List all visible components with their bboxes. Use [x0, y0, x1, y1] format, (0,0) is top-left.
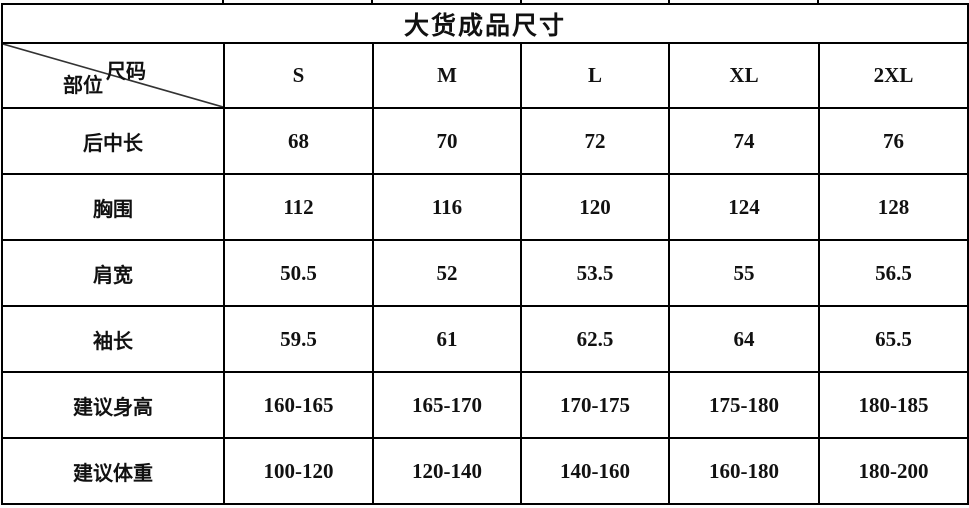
- table-row-suggested-height: 建议身高 160-165 165-170 170-175 175-180 180…: [1, 371, 969, 439]
- cell-value: 170-175: [520, 371, 670, 439]
- cell-value: 100-120: [223, 437, 374, 505]
- grid-tick: [222, 0, 224, 4]
- cell-value: 116: [372, 173, 522, 241]
- cell-value: 112: [223, 173, 374, 241]
- cell-value: 72: [520, 107, 670, 175]
- column-header-m: M: [372, 42, 522, 109]
- cell-value: 70: [372, 107, 522, 175]
- column-header-s: S: [223, 42, 374, 109]
- row-label: 建议体重: [1, 437, 225, 505]
- cell-value: 64: [668, 305, 820, 373]
- cell-value: 59.5: [223, 305, 374, 373]
- page-title: 大货成品尺寸: [0, 3, 969, 44]
- cell-value: 55: [668, 239, 820, 307]
- cell-value: 120: [520, 173, 670, 241]
- table-row-shoulder: 肩宽 50.5 52 53.5 55 56.5: [1, 239, 969, 307]
- cell-value: 65.5: [817, 305, 969, 373]
- cell-value: 128: [817, 173, 969, 241]
- cell-value: 160-165: [223, 371, 374, 439]
- column-header-xl: XL: [668, 42, 820, 109]
- title-row: 大货成品尺寸: [0, 3, 969, 44]
- cell-value: 76: [817, 107, 969, 175]
- corner-part-label: 部位: [63, 75, 103, 97]
- cell-value: 68: [223, 107, 374, 175]
- grid-tick: [371, 0, 373, 4]
- column-header-2xl: 2XL: [817, 42, 969, 109]
- column-header-l: L: [520, 42, 670, 109]
- table-row-suggested-weight: 建议体重 100-120 120-140 140-160 160-180 180…: [1, 437, 969, 505]
- cell-value: 61: [372, 305, 522, 373]
- cell-value: 180-185: [817, 371, 969, 439]
- table-row-sleeve: 袖长 59.5 61 62.5 64 65.5: [1, 305, 969, 373]
- corner-header-cell: 尺码 部位: [1, 42, 225, 109]
- clipped-row-artifact: [0, 0, 969, 4]
- cell-value: 175-180: [668, 371, 820, 439]
- cell-value: 56.5: [817, 239, 969, 307]
- grid-tick: [520, 0, 522, 4]
- row-label: 袖长: [1, 305, 225, 373]
- row-label: 建议身高: [1, 371, 225, 439]
- cell-value: 74: [668, 107, 820, 175]
- grid-tick: [817, 0, 819, 4]
- cell-value: 124: [668, 173, 820, 241]
- cell-value: 165-170: [372, 371, 522, 439]
- table-row-back-length: 后中长 68 70 72 74 76: [1, 107, 969, 175]
- cell-value: 50.5: [223, 239, 374, 307]
- header-row: 尺码 部位 S M L XL 2XL: [1, 42, 969, 109]
- grid-tick: [668, 0, 670, 4]
- cell-value: 62.5: [520, 305, 670, 373]
- cell-value: 53.5: [520, 239, 670, 307]
- diagonal-divider-line: [3, 44, 223, 107]
- cell-value: 120-140: [372, 437, 522, 505]
- row-label: 胸围: [1, 173, 225, 241]
- cell-value: 180-200: [817, 437, 969, 505]
- cell-value: 160-180: [668, 437, 820, 505]
- size-table: 大货成品尺寸 尺码 部位 S M L XL 2XL 后中长 68 70 72 7…: [0, 3, 969, 505]
- cell-value: 52: [372, 239, 522, 307]
- corner-size-label: 尺码: [106, 61, 146, 83]
- row-label: 肩宽: [1, 239, 225, 307]
- table-row-chest: 胸围 112 116 120 124 128: [1, 173, 969, 241]
- cell-value: 140-160: [520, 437, 670, 505]
- row-label: 后中长: [1, 107, 225, 175]
